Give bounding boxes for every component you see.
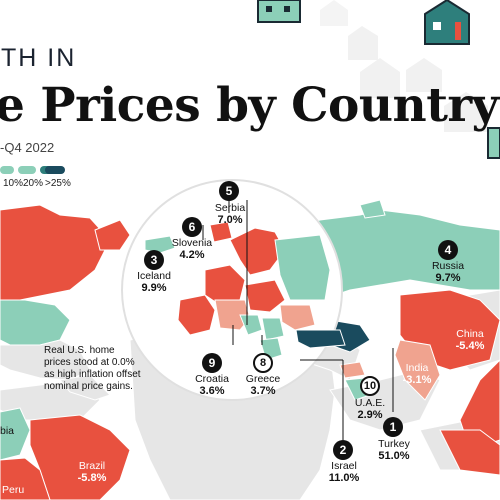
rank-badge-serbia: 5 [219,181,239,201]
country-value: 11.0% [328,472,360,484]
house-icons [257,0,500,159]
label-india: India -3.1% [400,362,434,386]
rank-badge-greece: 8 [253,353,273,373]
rank-badge-uae: 10 [360,376,380,396]
south-america [0,407,131,500]
label-slovenia: Slovenia 4.2% [168,237,216,261]
country-value: 9.9% [141,282,167,294]
rank-badge-russia: 4 [438,240,458,260]
country-name: Russia [431,260,465,272]
country-name: Turkey [378,438,410,450]
country-name: Israel [331,460,357,472]
country-name: China [456,328,484,340]
label-peru: Peru [2,484,24,496]
rank-badge-croatia: 9 [202,353,222,373]
country-name: India [405,362,429,374]
country-value: 51.0% [378,450,410,462]
label-croatia: Croatia 3.6% [190,373,234,397]
europe-inset [121,179,346,401]
country-value: 7.0% [217,214,243,226]
label-iceland: Iceland 9.9% [131,270,177,294]
label-china: China -5.4% [450,328,490,352]
country-name: Serbia [214,202,246,214]
label-russia: Russia 9.7% [428,260,468,284]
country-name: U.A.E. [354,397,386,409]
label-greece: Greece 3.7% [241,373,285,397]
label-brazil: Brazil -5.8% [70,460,114,484]
country-name: Iceland [137,270,171,282]
rank-badge-slovenia: 6 [182,217,202,237]
us-note: Real U.S. home prices stood at 0.0% as h… [44,345,141,393]
country-name: Peru [2,484,25,496]
title-line-1: TH IN [1,44,77,72]
legend-label-20: 20% [23,178,44,189]
country-value: 2.9% [357,409,383,421]
country-value: 3.7% [250,385,276,397]
country-value: 3.6% [199,385,225,397]
rank-badge-iceland: 3 [144,250,164,270]
page-title: e Prices by Country [0,78,499,133]
us-note-line: Real U.S. home [44,345,115,356]
country-name: Slovenia [171,237,213,249]
label-turkey: Turkey 51.0% [372,438,416,462]
country-name: Croatia [195,373,229,385]
country-value: -5.4% [455,340,485,352]
country-value: 9.7% [435,272,461,284]
us-note-line: prices stood at 0.0% [44,357,135,368]
country-name: bia [0,425,15,437]
north-america [0,204,131,401]
country-value: 4.2% [179,249,205,261]
rank-badge-israel: 2 [333,440,353,460]
rank-badge-turkey: 1 [383,417,403,437]
us-note-line: nominal price gains. [44,381,133,392]
country-value: -3.1% [402,374,432,386]
period-label: -Q4 2022 [0,140,55,155]
leader-lines [202,200,394,440]
legend-swatch-top [45,166,65,174]
label-uae: U.A.E. 2.9% [350,397,390,421]
label-serbia: Serbia 7.0% [210,202,250,226]
country-value: -5.8% [77,472,107,484]
us-note-line: as high inflation offset [44,369,141,380]
label-partial-left: bia [0,425,14,437]
country-name: Brazil [78,460,106,472]
label-israel: Israel 11.0% [322,460,366,484]
country-name: Greece [245,373,281,385]
legend-label-10: 10% [3,178,24,189]
legend-label-25: >25% [45,178,71,189]
